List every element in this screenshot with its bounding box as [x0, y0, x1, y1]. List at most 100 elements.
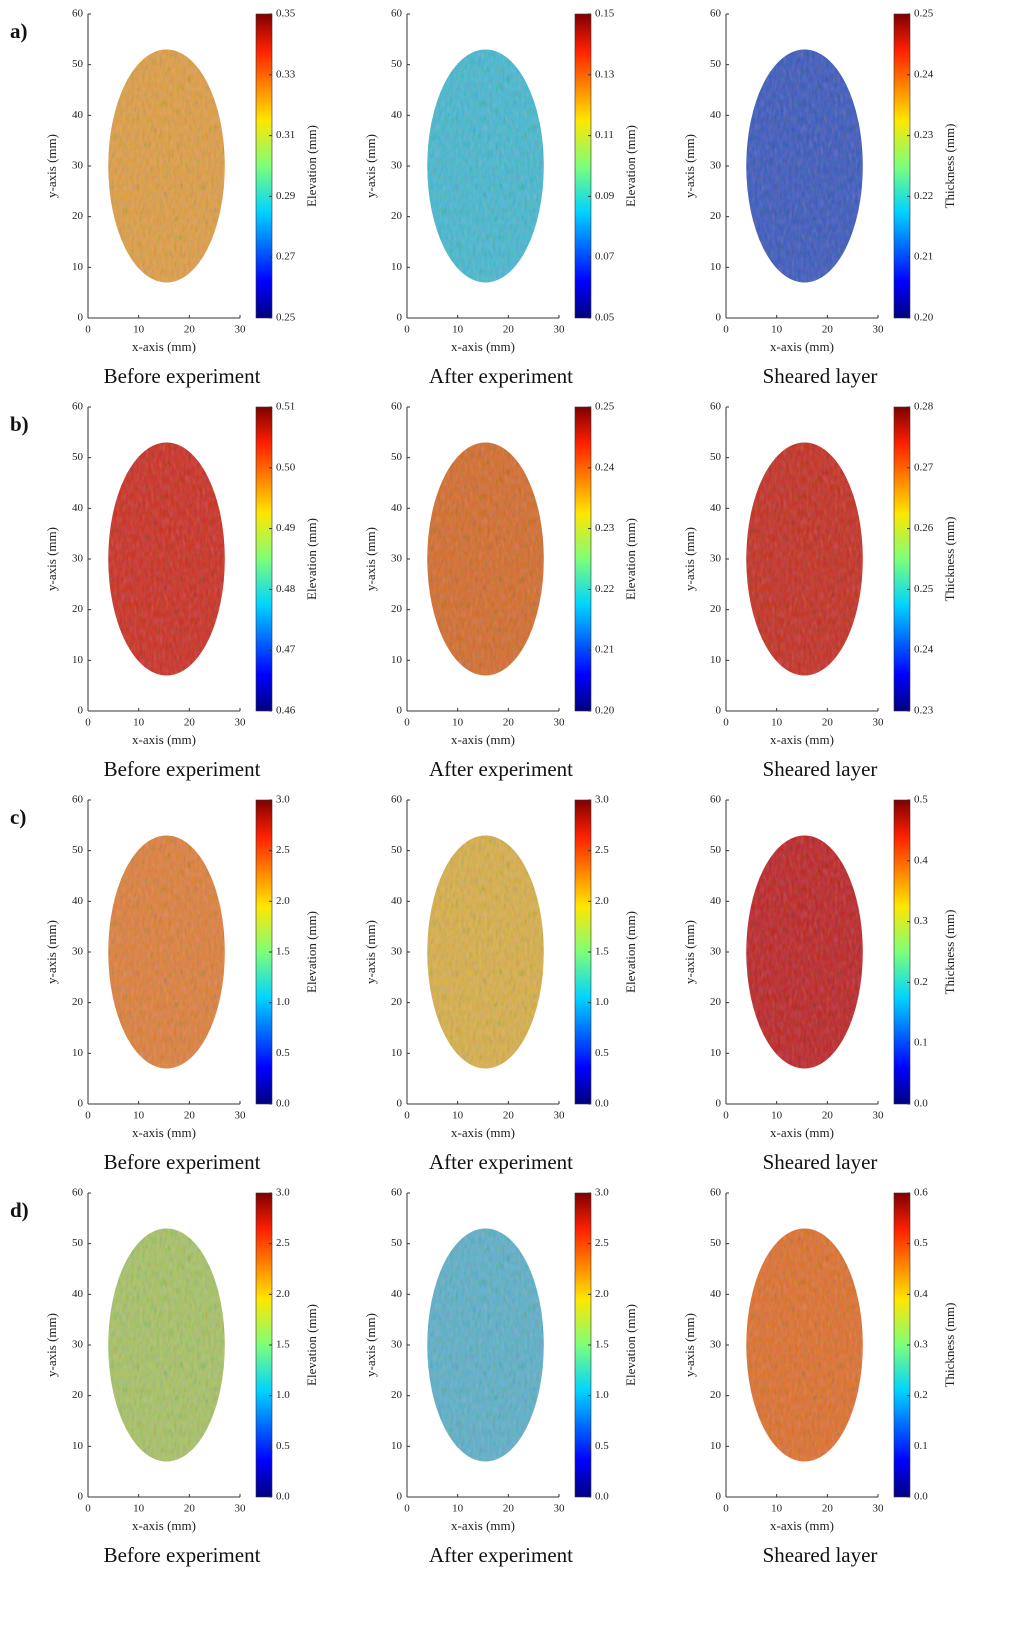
caption: Before experiment — [104, 1543, 261, 1567]
caption: After experiment — [429, 757, 573, 781]
colorbar-tick-label: 2.0 — [595, 895, 609, 907]
x-tick-label: 10 — [771, 717, 783, 729]
colorbar-tick-label: 0.21 — [914, 251, 933, 263]
x-tick-label: 0 — [85, 1503, 91, 1515]
y-tick-label: 50 — [391, 1237, 403, 1249]
panel: 0 10 20 30 40 50 60 0 10 20 30 x-axis (mm) y-axis (m… — [44, 1187, 319, 1567]
x-tick-label: 30 — [873, 1503, 885, 1515]
colorbar — [574, 406, 592, 712]
colorbar-label: Elevation (mm) — [304, 911, 319, 993]
colorbar-tick-label: 0.0 — [276, 1491, 290, 1503]
x-tick-label: 10 — [452, 1503, 464, 1515]
x-tick-label: 20 — [184, 324, 196, 336]
caption: Before experiment — [104, 1150, 261, 1174]
panel: 0 10 20 30 40 50 60 0 10 20 30 x-axis (mm) y-axis (m… — [682, 1187, 957, 1567]
y-tick-label: 60 — [72, 794, 84, 806]
x-tick-label: 10 — [771, 1110, 783, 1122]
colorbar-tick-label: 1.0 — [595, 1389, 609, 1401]
colorbar-tick-label: 0.3 — [914, 1339, 928, 1351]
y-axis-label: y-axis (mm) — [363, 134, 378, 198]
colorbar-tick-label: 2.5 — [595, 844, 609, 856]
y-tick-label: 10 — [710, 1440, 722, 1452]
panel: 0 10 20 30 40 50 60 0 10 20 30 x-axis (mm) y-axis (m… — [682, 794, 957, 1174]
x-tick-label: 0 — [723, 324, 729, 336]
panel: 0 10 20 30 40 50 60 0 10 20 30 x-axis (mm) y-axis (m… — [682, 8, 957, 388]
y-axis-label: y-axis (mm) — [44, 920, 59, 984]
colorbar-tick-label: 0.2 — [914, 976, 928, 988]
y-tick-label: 50 — [72, 58, 84, 70]
x-tick-label: 0 — [404, 717, 410, 729]
colorbar-tick-label: 0.5 — [914, 794, 928, 806]
y-tick-label: 10 — [710, 654, 722, 666]
y-tick-label: 60 — [72, 8, 84, 20]
surface-texture — [108, 835, 225, 1069]
y-tick-label: 10 — [72, 1047, 84, 1059]
y-tick-label: 40 — [710, 109, 722, 121]
colorbar-tick-label: 0.27 — [276, 251, 296, 263]
y-tick-label: 20 — [391, 996, 403, 1008]
y-tick-label: 60 — [72, 401, 84, 413]
x-tick-label: 0 — [85, 324, 91, 336]
row-label: b) — [10, 412, 29, 436]
y-tick-label: 0 — [78, 312, 84, 324]
colorbar-tick-label: 0.15 — [595, 8, 615, 20]
colorbar — [893, 406, 911, 712]
y-tick-label: 0 — [397, 1098, 403, 1110]
caption: Sheared layer — [763, 364, 878, 388]
colorbar-tick-label: 0.46 — [276, 705, 296, 717]
surface-texture — [746, 1228, 863, 1462]
x-tick-label: 10 — [133, 717, 145, 729]
y-tick-label: 30 — [72, 1339, 84, 1351]
colorbar-tick-label: 0.24 — [595, 461, 615, 473]
y-tick-label: 10 — [72, 1440, 84, 1452]
colorbar — [893, 799, 911, 1105]
colorbar-tick-label: 0.25 — [276, 312, 296, 324]
colorbar-tick-label: 0.0 — [595, 1098, 609, 1110]
colorbar — [893, 13, 911, 319]
y-tick-label: 50 — [72, 451, 84, 463]
y-tick-label: 40 — [391, 895, 403, 907]
colorbar-tick-label: 2.0 — [276, 895, 290, 907]
colorbar-tick-label: 0.21 — [595, 644, 614, 656]
colorbar-label: Elevation (mm) — [304, 518, 319, 600]
y-tick-label: 50 — [391, 844, 403, 856]
colorbar — [574, 13, 592, 319]
colorbar-tick-label: 0.05 — [595, 312, 615, 324]
y-tick-label: 20 — [710, 210, 722, 222]
colorbar-label: Thickness (mm) — [942, 124, 957, 209]
y-tick-label: 50 — [710, 451, 722, 463]
y-tick-label: 0 — [397, 1491, 403, 1503]
y-tick-label: 40 — [710, 895, 722, 907]
y-tick-label: 0 — [716, 1098, 722, 1110]
panel: 0 10 20 30 40 50 60 0 10 20 30 x-axis (mm) y-axis (m… — [44, 8, 319, 388]
colorbar-tick-label: 3.0 — [276, 1187, 290, 1199]
colorbar-tick-label: 0.1 — [914, 1440, 928, 1452]
y-tick-label: 30 — [391, 553, 403, 565]
row-label: d) — [10, 1198, 29, 1222]
colorbar-tick-label: 0.29 — [276, 190, 296, 202]
y-tick-label: 0 — [397, 705, 403, 717]
y-tick-label: 50 — [72, 1237, 84, 1249]
y-tick-label: 50 — [391, 58, 403, 70]
y-tick-label: 40 — [391, 109, 403, 121]
y-tick-label: 60 — [72, 1187, 84, 1199]
y-tick-label: 40 — [72, 895, 84, 907]
x-tick-label: 20 — [184, 1503, 196, 1515]
y-tick-label: 20 — [391, 603, 403, 615]
x-tick-label: 10 — [771, 324, 783, 336]
x-tick-label: 20 — [184, 1110, 196, 1122]
x-tick-label: 0 — [723, 717, 729, 729]
row-label: a) — [10, 19, 28, 43]
y-tick-label: 20 — [391, 1389, 403, 1401]
colorbar-label: Elevation (mm) — [623, 125, 638, 207]
y-tick-label: 10 — [710, 1047, 722, 1059]
x-tick-label: 30 — [235, 324, 247, 336]
colorbar-label: Thickness (mm) — [942, 910, 957, 995]
y-tick-label: 30 — [391, 160, 403, 172]
x-axis-label: x-axis (mm) — [451, 1125, 515, 1140]
y-tick-label: 20 — [72, 996, 84, 1008]
colorbar-tick-label: 1.0 — [595, 996, 609, 1008]
y-tick-label: 0 — [397, 312, 403, 324]
y-tick-label: 0 — [78, 1098, 84, 1110]
x-tick-label: 30 — [873, 717, 885, 729]
